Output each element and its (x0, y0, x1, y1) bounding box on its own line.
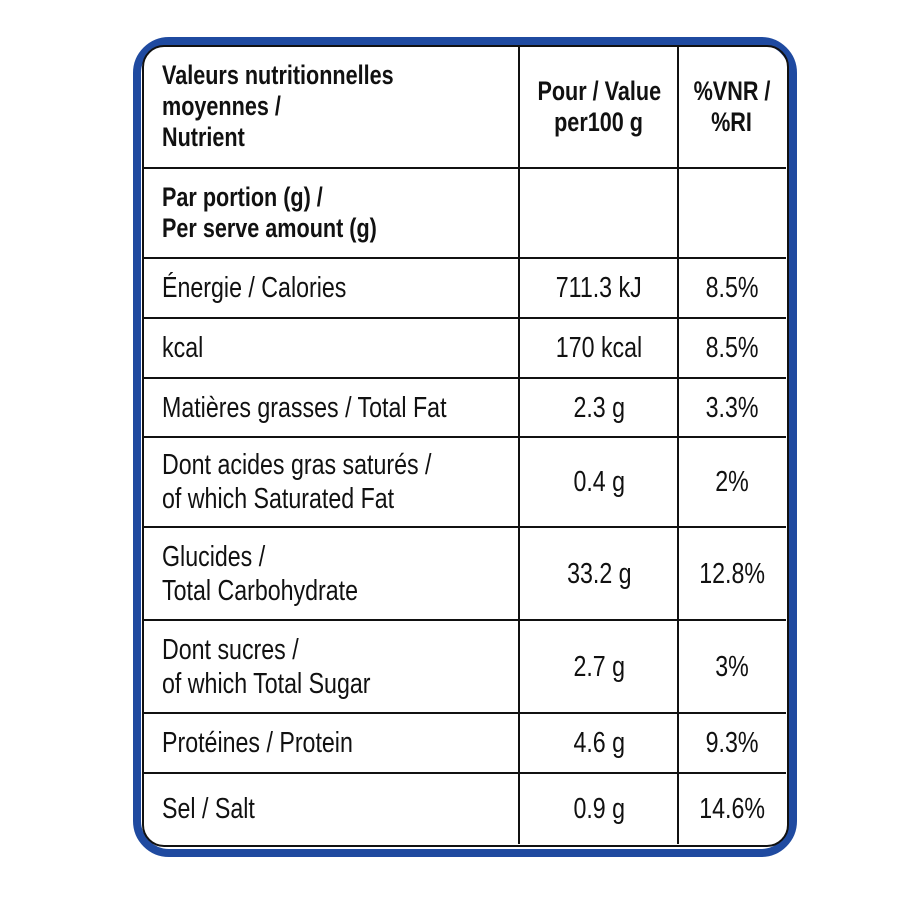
cell: 2% (679, 437, 785, 527)
cell-text: 0.9 g (573, 793, 625, 825)
cell: 0.9 g (520, 773, 678, 845)
blue-border (133, 37, 797, 857)
cell-text: 170 kcal (555, 332, 643, 364)
cell-text: 4.6 g (573, 727, 625, 759)
row-divider (143, 619, 786, 621)
cell-text: %RI (711, 106, 753, 137)
cell-text: 8.5% (705, 332, 759, 364)
cell-text: Total Carbohydrate (162, 574, 359, 607)
cell: Par portion (g) / Per serve amount (g) (162, 168, 517, 258)
column-divider (518, 46, 520, 844)
cell: 0.4 g (520, 437, 678, 527)
cell: Valeurs nutritionnelles moyennes / Nutrien… (162, 45, 517, 168)
cell: 2.3 g (520, 378, 678, 437)
cell-text: 0.4 g (573, 466, 625, 498)
cell-text: 2.7 g (573, 650, 625, 683)
cell-text: 14.6% (699, 793, 765, 825)
row-divider (143, 772, 786, 774)
cell-text: Sel / Salt (162, 793, 255, 825)
cell-text: 12.8% (699, 557, 765, 590)
cell-text: 33.2 g (566, 557, 632, 590)
cell-text: Nutrient (162, 122, 245, 152)
cell: Énergie / Calories (162, 258, 517, 318)
cell: Sel / Salt (162, 773, 517, 845)
cell-text: Valeurs nutritionnelles (162, 60, 394, 90)
cell-text: of which Saturated Fat (162, 483, 395, 515)
column-divider (677, 46, 679, 844)
cell: 3% (679, 620, 785, 713)
cell-text: Protéines / Protein (162, 727, 353, 759)
cell-text: Par portion (g) / (162, 182, 323, 212)
cell: 711.3 kJ (520, 258, 678, 318)
cell: 33.2 g (520, 527, 678, 620)
row-divider (143, 167, 786, 169)
cell-text: 8.5% (705, 272, 759, 304)
row-divider (143, 526, 786, 528)
cell-text: 711.3 kJ (555, 272, 642, 304)
cell-text: kcal (162, 332, 204, 364)
cell: 12.8% (679, 527, 785, 620)
cell: 4.6 g (520, 713, 678, 773)
cell: Matières grasses / Total Fat (162, 378, 517, 437)
cell-text: Pour / Value (537, 75, 661, 106)
cell: 8.5% (679, 318, 785, 378)
cell: 9.3% (679, 713, 785, 773)
cell: 2.7 g (520, 620, 678, 713)
cell-text: Glucides / (162, 540, 266, 573)
cell: %VNR / %RI (679, 45, 785, 168)
cell: Dont acides gras saturés / of which Satur… (162, 437, 517, 527)
table-frame (142, 45, 789, 847)
cell-text: Énergie / Calories (162, 272, 347, 304)
cell-text: 3% (715, 650, 749, 683)
cell-text: 2% (715, 466, 749, 498)
row-divider (143, 257, 786, 259)
cell-text: moyennes / (162, 91, 281, 121)
row-divider (143, 377, 786, 379)
cell-text: 9.3% (705, 727, 759, 759)
cell-text: Dont acides gras saturés / (162, 449, 432, 481)
cell: Glucides / Total Carbohydrate (162, 527, 517, 620)
cell: 3.3% (679, 378, 785, 437)
cell: 170 kcal (520, 318, 678, 378)
cell-text: Matières grasses / Total Fat (162, 391, 447, 424)
cell-text: of which Total Sugar (162, 667, 371, 700)
cell-text: per100 g (554, 106, 644, 137)
cell: kcal (162, 318, 517, 378)
cell: 8.5% (679, 258, 785, 318)
row-divider (143, 436, 786, 438)
cell-text: 3.3% (705, 391, 759, 424)
cell-text: Per serve amount (g) (162, 213, 377, 243)
row-divider (143, 712, 786, 714)
cell: 14.6% (679, 773, 785, 845)
cell-text: Dont sucres / (162, 633, 299, 666)
row-divider (143, 317, 786, 319)
cell-text: %VNR / (693, 75, 771, 106)
cell: Protéines / Protein (162, 713, 517, 773)
cell: Pour / Value per100 g (520, 45, 678, 168)
cell: Dont sucres / of which Total Sugar (162, 620, 517, 713)
cell-text: 2.3 g (573, 391, 625, 424)
